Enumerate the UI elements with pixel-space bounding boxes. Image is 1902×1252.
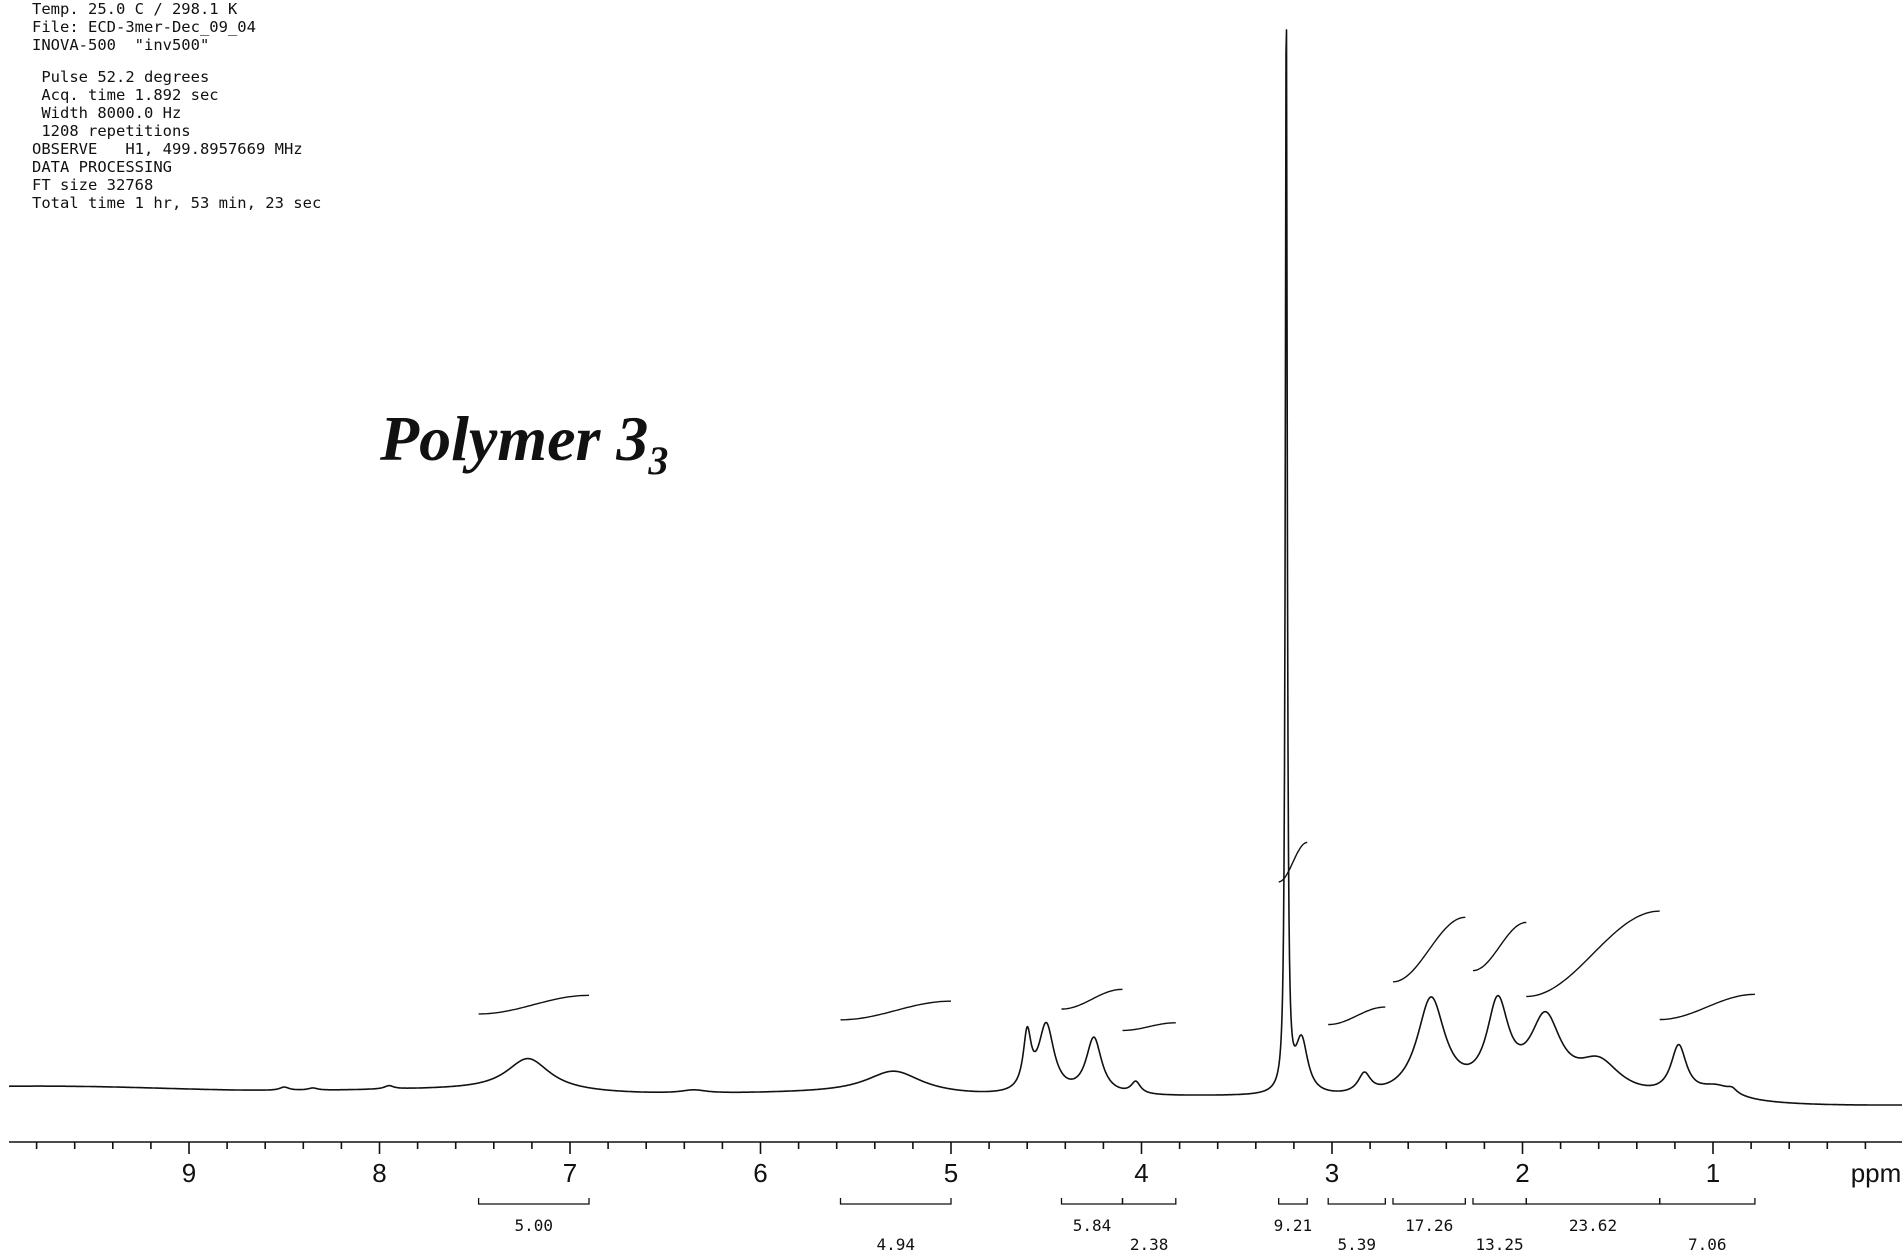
tick-label: 1 bbox=[1706, 1158, 1720, 1188]
tick-label: 5 bbox=[944, 1158, 958, 1188]
integral-curves bbox=[478, 841, 1755, 1032]
integral-bracket bbox=[1659, 1198, 1756, 1205]
integral-value: 5.00 bbox=[515, 1216, 554, 1235]
parameter-line: Pulse 52.2 degrees bbox=[32, 68, 210, 86]
parameter-line: Temp. 25.0 C / 298.1 K bbox=[32, 0, 238, 18]
integral-bracket bbox=[1278, 1198, 1308, 1205]
parameter-line: OBSERVE H1, 499.8957669 MHz bbox=[32, 140, 303, 158]
integral-curve bbox=[840, 1000, 951, 1021]
integral-value: 5.39 bbox=[1338, 1235, 1377, 1252]
integral-curve bbox=[1392, 916, 1466, 983]
tick-label: 7 bbox=[563, 1158, 577, 1188]
tick-label: 2 bbox=[1515, 1158, 1529, 1188]
integral-value: 5.84 bbox=[1073, 1216, 1112, 1235]
integral-curve bbox=[1278, 841, 1308, 883]
parameter-line: Width 8000.0 Hz bbox=[32, 104, 182, 122]
integral-bracket bbox=[1327, 1198, 1386, 1205]
integral-value: 9.21 bbox=[1274, 1216, 1313, 1235]
integral-curve bbox=[1472, 921, 1527, 972]
tick-label: 4 bbox=[1134, 1158, 1148, 1188]
integral-curve bbox=[1328, 1006, 1386, 1026]
integral-value: 17.26 bbox=[1405, 1216, 1453, 1235]
title-main: Polymer 3 bbox=[380, 403, 649, 474]
tick-label: 8 bbox=[372, 1158, 386, 1188]
parameter-line: Acq. time 1.892 sec bbox=[32, 86, 219, 104]
parameter-line: DATA PROCESSING bbox=[32, 158, 172, 176]
integral-bracket bbox=[1392, 1198, 1466, 1205]
integral-curve bbox=[478, 994, 590, 1015]
title-subscript: 3 bbox=[648, 438, 669, 483]
integral-value: 7.06 bbox=[1688, 1235, 1727, 1252]
spectrum-trace bbox=[8, 29, 1902, 1106]
integral-curve bbox=[1659, 993, 1755, 1021]
integral-bracket bbox=[839, 1198, 952, 1205]
parameter-line: Total time 1 hr, 53 min, 23 sec bbox=[32, 194, 322, 212]
tick-label: 6 bbox=[753, 1158, 767, 1188]
integral-brackets: 5.00 4.94 5.84 2.38 9.21 5.39 17.26 13.25 23.62 7… bbox=[477, 1198, 1756, 1252]
x-axis-label: ppm bbox=[1851, 1158, 1902, 1188]
integral-bracket bbox=[1060, 1198, 1124, 1205]
parameter-line: 1208 repetitions bbox=[32, 122, 191, 140]
integral-bracket bbox=[477, 1198, 590, 1205]
tick-label: 9 bbox=[182, 1158, 196, 1188]
integral-value: 23.62 bbox=[1569, 1216, 1617, 1235]
integral-value: 4.94 bbox=[877, 1235, 916, 1252]
chart-title: Polymer 33 bbox=[380, 402, 668, 484]
acquisition-parameters: Temp. 25.0 C / 298.1 K File: ECD-3mer-Dec… bbox=[32, 0, 321, 212]
integral-curve bbox=[1526, 910, 1660, 998]
integral-bracket bbox=[1525, 1198, 1661, 1205]
tick-label: 3 bbox=[1325, 1158, 1339, 1188]
integral-value: 13.25 bbox=[1476, 1235, 1524, 1252]
integral-curve bbox=[1122, 1022, 1176, 1032]
integral-value: 2.38 bbox=[1130, 1235, 1169, 1252]
axis-ticks: 9 8 7 6 5 4 3 2 1 bbox=[35, 1142, 1867, 1188]
parameter-line: FT size 32768 bbox=[32, 176, 154, 194]
parameter-line: INOVA-500 "inv500" bbox=[32, 36, 210, 54]
integral-curve bbox=[1061, 988, 1123, 1010]
parameter-line: File: ECD-3mer-Dec_09_04 bbox=[32, 18, 256, 36]
integral-bracket bbox=[1121, 1198, 1177, 1205]
integral-bracket bbox=[1472, 1198, 1527, 1205]
